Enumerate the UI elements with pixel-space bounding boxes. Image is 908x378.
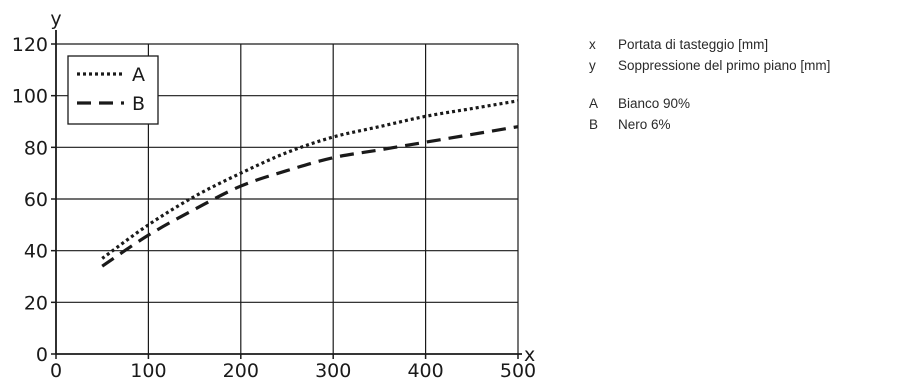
y-tick-label: 120 (12, 34, 48, 56)
chart-legend: AB (67, 55, 159, 125)
key-row-b: B Nero 6% (589, 114, 904, 135)
key-row-x: x Portata di tasteggio [mm] (589, 34, 904, 55)
key-row-a: A Bianco 90% (589, 93, 904, 114)
legend-box (67, 55, 159, 125)
series-line-a (101, 99, 519, 260)
key-text: Soppressione del primo piano [mm] (618, 58, 831, 73)
key-symbol: A (589, 96, 599, 111)
x-tick-label: 0 (50, 360, 62, 378)
x-axis-ticks: 0 100 200 300 400 500 (50, 354, 536, 378)
x-axis-label: x (524, 344, 535, 366)
y-tick-label: 80 (24, 137, 48, 159)
x-tick-label: 100 (130, 360, 166, 378)
y-tick-label: 100 (12, 86, 48, 108)
legend-label-b: B (132, 93, 145, 115)
key-text: Nero 6% (618, 117, 671, 132)
x-tick-label: 200 (223, 360, 259, 378)
y-tick-label: 40 (24, 241, 48, 263)
side-legend: x Portata di tasteggio [mm] y Soppressio… (589, 34, 904, 135)
key-symbol: y (589, 58, 596, 73)
series-group (101, 99, 519, 268)
y-axis-ticks: 0 20 40 60 80 100 120 (12, 34, 56, 366)
x-tick-label: 300 (315, 360, 351, 378)
y-tick-label: 0 (36, 344, 48, 366)
series-line-b (101, 125, 519, 268)
grid (55, 30, 522, 355)
key-text: Bianco 90% (618, 96, 691, 111)
line-chart: 0 20 40 60 80 100 120 0 100 200 300 400 500 AB y x (12, 8, 536, 378)
y-axis-label: y (50, 8, 61, 30)
y-tick-label: 20 (24, 292, 48, 314)
x-tick-label: 500 (500, 360, 536, 378)
legend-label-a: A (132, 64, 145, 86)
y-tick-label: 60 (24, 189, 48, 211)
key-symbol: B (589, 117, 599, 132)
x-tick-label: 400 (407, 360, 443, 378)
key-text: Portata di tasteggio [mm] (618, 37, 769, 52)
key-symbol: x (589, 37, 596, 52)
key-row-y: y Soppressione del primo piano [mm] (589, 55, 904, 76)
